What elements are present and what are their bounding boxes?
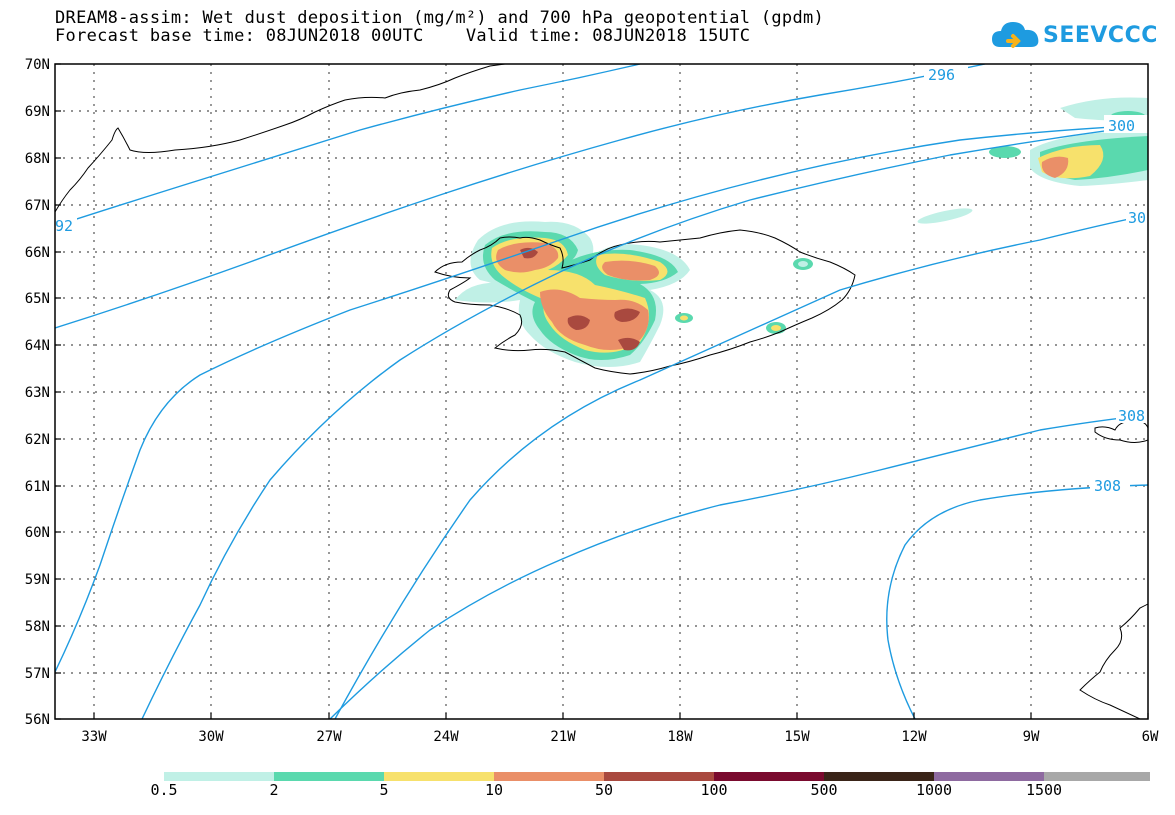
grid (55, 64, 1148, 719)
lon-label: 33W (81, 729, 107, 745)
contour-label-308-a: 308 (1118, 407, 1145, 425)
lon-label: 24W (433, 729, 459, 745)
contour-label-296: 296 (928, 66, 955, 84)
coastlines (55, 64, 1148, 719)
logo-text: SEEVCCC (1043, 23, 1158, 48)
contour-labels: 296 300 92 30 308 308 (55, 64, 1148, 495)
lat-label: 68N (25, 151, 50, 167)
lat-label: 56N (25, 712, 50, 728)
lat-label: 58N (25, 619, 50, 635)
map-subtitle: Forecast base time: 08JUN2018 00UTC Vali… (55, 26, 751, 46)
contour-label-bg (1116, 405, 1148, 423)
geopotential-contours (55, 64, 1148, 719)
colorbar-label: 1000 (915, 781, 953, 799)
lon-label: 9W (1023, 729, 1040, 745)
lat-label: 63N (25, 385, 50, 401)
dust-deposition-shading (455, 97, 1148, 367)
lon-axis: 33W 30W 27W 24W 21W 18W 15W 12W 9W 6W (81, 713, 1159, 745)
contour-label-bg (55, 215, 77, 233)
contour-label-bg (1104, 115, 1148, 133)
lon-label: 6W (1142, 729, 1159, 745)
lon-label: 15W (784, 729, 810, 745)
lat-label: 66N (25, 245, 50, 261)
lat-label: 61N (25, 479, 50, 495)
lon-label: 30W (198, 729, 224, 745)
colorbar-swatch (824, 772, 934, 781)
lon-label: 12W (901, 729, 927, 745)
colorbar-label: 100 (700, 781, 728, 799)
colorbar-label: 5 (379, 781, 389, 799)
plot-area (55, 64, 1148, 719)
colorbar (164, 772, 1150, 781)
colorbar-swatch (274, 772, 384, 781)
colorbar-swatch (934, 772, 1044, 781)
contour-label-304: 30 (1128, 209, 1146, 227)
lat-label: 67N (25, 198, 50, 214)
contour-label-bg (1126, 207, 1148, 225)
lat-label: 60N (25, 525, 50, 541)
lat-label: 62N (25, 432, 50, 448)
colorbar-swatch (384, 772, 494, 781)
seevccc-logo: SEEVCCC (990, 17, 1170, 59)
map-title: DREAM8-assim: Wet dust deposition (mg/m²… (55, 8, 825, 28)
colorbar-label: 10 (484, 781, 504, 799)
colorbar-label: 50 (594, 781, 614, 799)
contour-label-292: 92 (55, 217, 73, 235)
contour-label-300: 300 (1108, 117, 1135, 135)
lat-label: 59N (25, 572, 50, 588)
lon-label: 21W (550, 729, 576, 745)
lon-label: 27W (316, 729, 342, 745)
contour-label-bg (1090, 475, 1130, 493)
colorbar-swatch (1044, 772, 1150, 781)
colorbar-label: 500 (810, 781, 838, 799)
lat-label: 70N (25, 57, 50, 73)
colorbar-label: 0.5 (150, 781, 178, 799)
colorbar-swatch (604, 772, 714, 781)
colorbar-swatch (714, 772, 824, 781)
contour-label-bg (924, 64, 968, 82)
colorbar-label: 1500 (1025, 781, 1063, 799)
lon-label: 18W (667, 729, 693, 745)
colorbar-label: 2 (269, 781, 279, 799)
lat-label: 69N (25, 104, 50, 120)
cloud-logo-icon (992, 22, 1039, 48)
lat-label: 64N (25, 338, 50, 354)
lat-label: 57N (25, 666, 50, 682)
lat-label: 65N (25, 291, 50, 307)
lat-axis: 70N 69N 68N 67N 66N 65N 64N 63N 62N 61N … (25, 57, 61, 728)
colorbar-swatch (164, 772, 274, 781)
contour-label-308-b: 308 (1094, 477, 1121, 495)
colorbar-swatch (494, 772, 604, 781)
